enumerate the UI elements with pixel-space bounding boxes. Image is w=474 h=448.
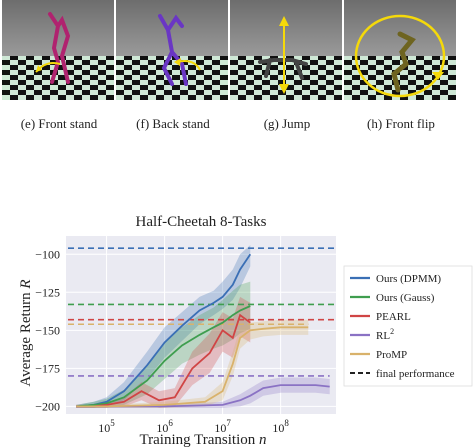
legend-label: PEARL	[376, 311, 411, 323]
caption-back-stand: (f) Back stand	[136, 116, 210, 131]
line-ours-gauss	[76, 305, 251, 408]
line-ours-dpmm	[76, 253, 252, 408]
x-tick-label: 107	[214, 418, 231, 435]
x-axis-label: Training Transition n	[140, 432, 267, 448]
y-tick-label: −200	[35, 399, 60, 413]
x-tick-label: 108	[272, 418, 289, 435]
legend-label: Ours (DPMM)	[376, 273, 441, 285]
legend-label: RL2	[376, 327, 394, 342]
y-tick-label: −175	[35, 361, 60, 375]
line-pearl	[76, 313, 251, 408]
jump-robot-icon	[230, 0, 342, 100]
back-stand-robot-icon	[116, 0, 228, 100]
front-stand-robot-icon	[2, 0, 114, 100]
band-promp	[76, 319, 309, 408]
band-rl	[76, 377, 330, 408]
panel-back-stand	[116, 0, 228, 100]
legend-label-final: final performance	[376, 368, 455, 380]
caption-front-flip: (h) Front flip	[367, 116, 435, 131]
panel-front-flip	[344, 0, 456, 100]
legend-label: Ours (Gauss)	[376, 292, 435, 304]
x-tick-label: 105	[98, 418, 115, 435]
y-tick-label: −125	[35, 285, 60, 299]
panel-jump	[230, 0, 342, 100]
legend-label: ProMP	[376, 349, 407, 361]
line-promp	[76, 326, 309, 408]
half-cheetah-chart: Half-Cheetah 8-Tasks −100 −125 −150 −175 −20…	[18, 214, 473, 448]
band-pearl	[76, 296, 251, 408]
caption-front-stand: (e) Front stand	[20, 116, 98, 131]
front-flip-robot-icon	[344, 0, 456, 100]
y-axis-label: Average Return R	[18, 279, 34, 386]
task-panels: (e) Front stand (f) Back stand (g) Jump …	[0, 0, 474, 135]
chart-title: Half-Cheetah 8-Tasks	[136, 214, 267, 230]
y-tick-label: −100	[35, 247, 60, 261]
y-tick-label: −150	[35, 323, 60, 337]
line-rl	[76, 384, 330, 408]
panel-front-stand	[2, 0, 114, 100]
caption-jump: (g) Jump	[263, 116, 311, 131]
x-tick-label: 106	[156, 418, 173, 435]
legend-box	[343, 265, 473, 387]
